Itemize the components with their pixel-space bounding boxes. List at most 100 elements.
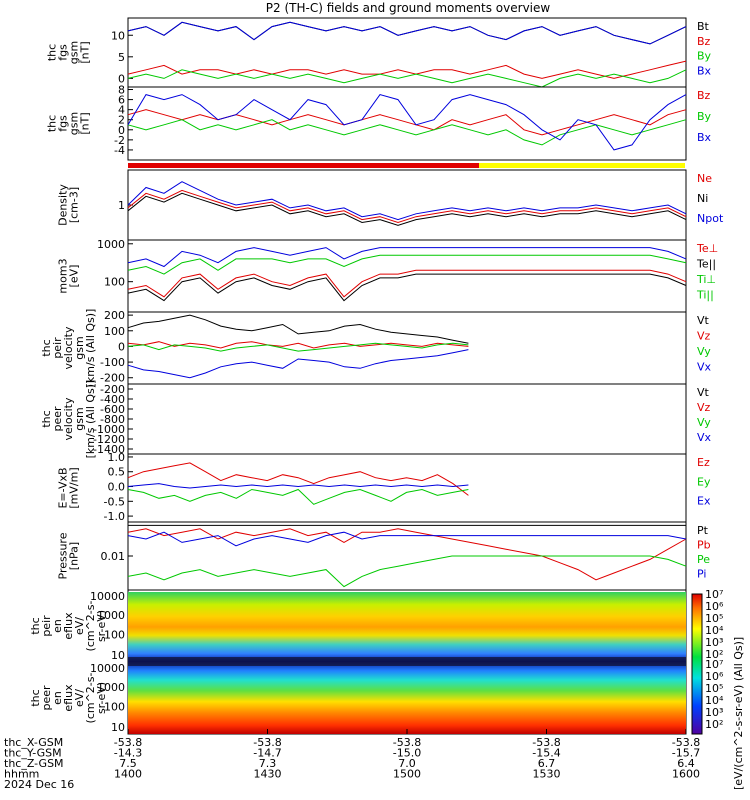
ephemeris-value: 7.3 (259, 757, 277, 770)
ephemeris-value: -53.8 (114, 736, 142, 749)
y-tick-label: 10 (111, 721, 125, 734)
legend-entry: Pt (697, 524, 709, 537)
y-tick-label: -4 (114, 144, 125, 157)
y-axis-label: mom3 (57, 258, 70, 293)
y-tick-label: -0.5 (104, 495, 125, 508)
y-axis-label: peer (40, 685, 53, 711)
series-te (127, 273, 687, 302)
y-axis-label: [nT] (79, 112, 92, 134)
panel-efield: E=-VxB[mV/m] 1.0 0.5 0.0-0.5 -1.0 Ez Ey Ex (57, 451, 711, 523)
y-axis-label: [eV] (68, 265, 81, 288)
panel-frame (127, 86, 687, 161)
y-tick-label: -200 (100, 383, 125, 396)
series-by (127, 119, 687, 146)
y-axis-label: [cm-3] (68, 187, 81, 223)
ephemeris-value: 6.4 (677, 757, 695, 770)
series-bz (127, 60, 687, 79)
ephemeris-value: -53.8 (672, 736, 700, 749)
y-axis-label: fgs (57, 115, 70, 132)
y-axis-label: Density (57, 184, 70, 226)
series-ti (127, 247, 687, 268)
series-vz (127, 341, 469, 349)
y-tick-label: 100 (104, 325, 125, 338)
series-vx (127, 349, 469, 379)
ephemeris-value: -14.7 (253, 747, 281, 760)
legend-entry: Ey (697, 475, 711, 488)
series-te (127, 269, 687, 298)
ephemeris-value: -15.7 (672, 747, 700, 760)
y-tick-label: 0 (118, 340, 125, 353)
y-tick-label: -1.0 (104, 510, 125, 523)
y-axis-label: peir (40, 615, 53, 637)
legend-entry: Vz (697, 401, 711, 414)
y-axis-label: [km/s (All Qs)] (84, 309, 97, 388)
y-axis-label: thc (29, 617, 42, 634)
panel-density: Density[cm-3] 1 Ne Ni Npot (57, 169, 724, 241)
y-axis-label: peir (51, 337, 64, 359)
legend-entry: Vt (697, 314, 710, 327)
ephemeris-value: 7.5 (119, 757, 137, 770)
heatmap-peir (128, 592, 686, 662)
y-tick-label: 2 (118, 114, 125, 127)
colorbar-tick-label: 10⁵ (705, 682, 723, 695)
colorbar-label: [eV/(cm^2-s-sr-eV) (All Qs)] (732, 637, 745, 790)
y-axis-label: thc (29, 689, 42, 706)
y-tick-label: 0.01 (101, 550, 126, 563)
y-axis-label: thc (46, 44, 59, 61)
y-tick-label: 8 (118, 84, 125, 97)
legend-entry: Bx (697, 64, 712, 77)
y-axis-label: [km/s (All Qs)] (84, 380, 97, 459)
series-pi (127, 531, 687, 547)
colorbar-tick-label: 10³ (705, 636, 723, 649)
legend-entry: Ex (697, 495, 711, 508)
heatmap-peer (128, 662, 686, 734)
y-tick-label: -200 (100, 372, 125, 385)
legend-entry: By (697, 50, 712, 63)
y-axis-label: eflux (62, 612, 75, 640)
legend-entry: Vx (697, 431, 712, 444)
y-tick-label: 100 (104, 629, 125, 642)
y-axis-label: [mV/m] (68, 467, 81, 508)
y-tick-label: 200 (104, 309, 125, 322)
y-axis-label: velocity (62, 397, 75, 440)
ephemeris-value: 6.7 (538, 757, 556, 770)
ephemeris-value: -14.3 (114, 747, 142, 760)
y-axis-label: [nPa] (68, 542, 81, 570)
ephemeris-value: -15.4 (532, 747, 560, 760)
ephemeris-value: 1400 (114, 768, 142, 781)
legend-entry: Pb (697, 539, 711, 552)
y-tick-label: 5 (118, 51, 125, 64)
legend-entry: By (697, 110, 712, 123)
panel-frame (127, 383, 687, 455)
y-axis-label: [nT] (79, 41, 92, 63)
ephemeris-value: 1530 (533, 768, 561, 781)
y-axis-label: eV/ (73, 689, 86, 707)
ephemeris-label: thc_X-GSM (4, 736, 63, 749)
y-axis-label: Pressure (57, 532, 70, 579)
legend-entry: Vz (697, 330, 711, 343)
colorbar-tick-label: 10⁴ (705, 694, 724, 707)
y-tick-label: 1000 (97, 609, 125, 622)
y-tick-label: 10000 (90, 590, 125, 603)
legend-entry: Vx (697, 361, 712, 374)
y-tick-label: 0.0 (108, 481, 126, 494)
heatmap-noise-band (128, 657, 686, 666)
colorbar-tick-label: 10² (705, 718, 723, 731)
ephemeris-value: 1600 (672, 768, 700, 781)
panels-group: thcfgsgsm[nT]1050BtBzByBxthcfgsgsm[nT]86… (29, 17, 724, 735)
y-axis-label: (cm^2-s- (84, 601, 97, 652)
y-axis-label: eflux (62, 684, 75, 712)
series-ex (127, 483, 469, 489)
y-tick-label: 1 (118, 199, 125, 212)
ephemeris-label: thc_Z-GSM (4, 757, 64, 770)
y-axis-label: peer (51, 406, 64, 432)
y-axis-label: en (51, 691, 64, 705)
y-axis-label: gsm (68, 112, 81, 135)
y-tick-label: 100 (104, 701, 125, 714)
mode-bar-yellow (479, 163, 685, 168)
